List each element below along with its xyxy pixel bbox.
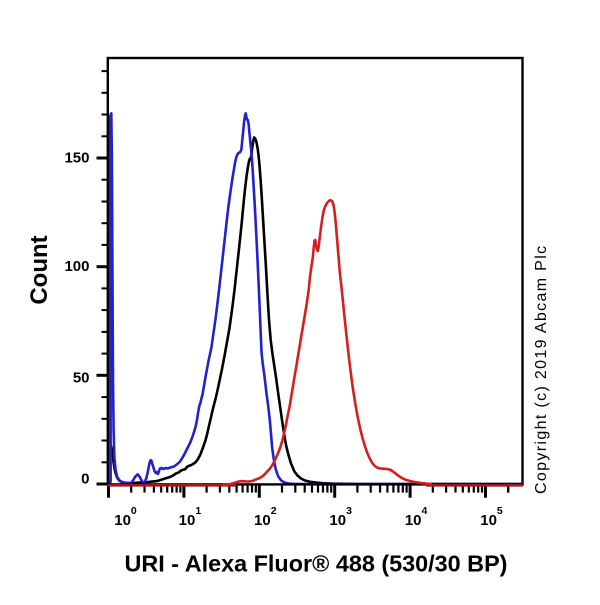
svg-text:50: 50	[73, 369, 90, 386]
svg-text:100: 100	[64, 258, 89, 275]
svg-text:0: 0	[81, 471, 89, 488]
svg-text:Count: Count	[26, 235, 53, 304]
svg-text:150: 150	[64, 150, 89, 167]
svg-text:Copyright (c) 2019 Abcam Plc: Copyright (c) 2019 Abcam Plc	[533, 245, 550, 494]
svg-text:URI - Alexa Fluor® 488 (530/30: URI - Alexa Fluor® 488 (530/30 BP)	[125, 551, 508, 577]
